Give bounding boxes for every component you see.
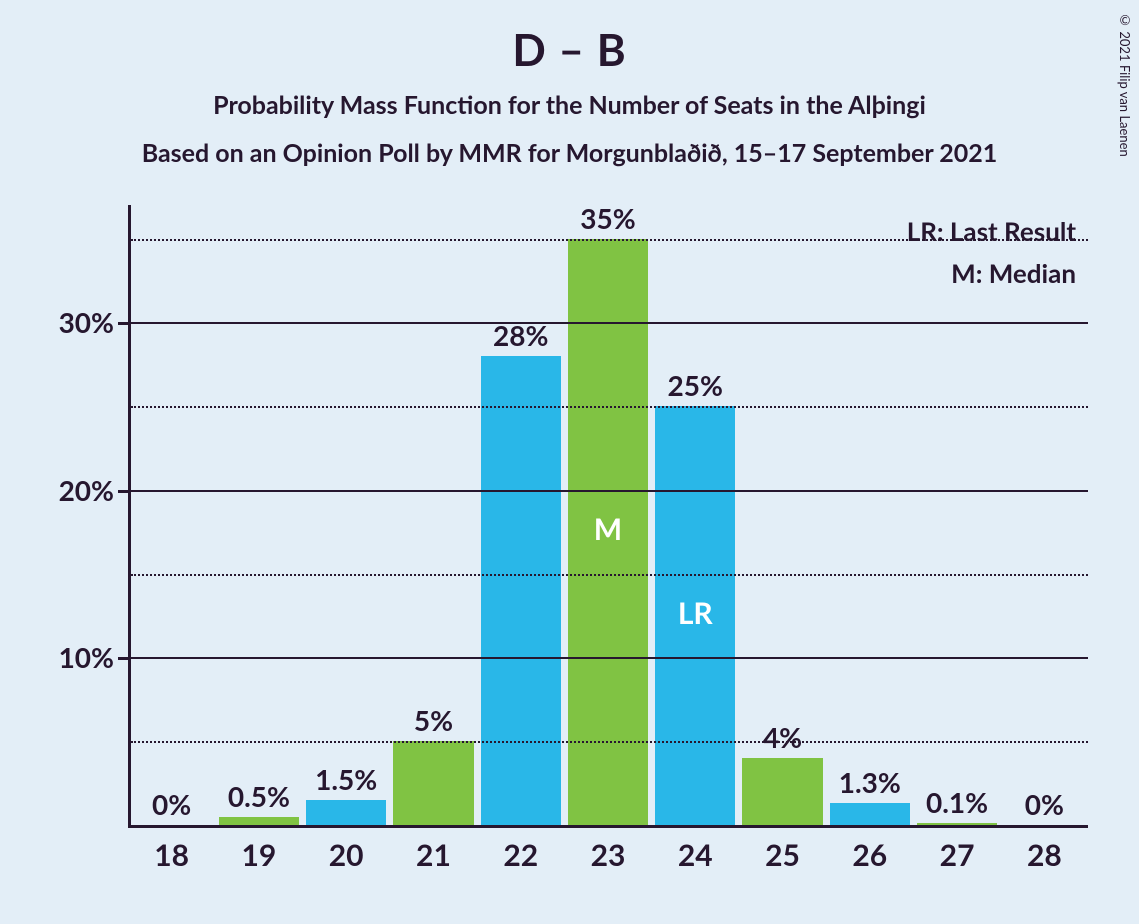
- x-axis-label: 19: [216, 837, 302, 873]
- y-tick: [118, 490, 131, 493]
- y-axis-label: 30%: [48, 305, 114, 339]
- x-axis-label: 23: [565, 837, 651, 873]
- x-axis-label: 21: [390, 837, 476, 873]
- y-tick: [118, 322, 131, 325]
- bar-inner-label: LR: [655, 595, 735, 631]
- legend-lr: LR: Last Result: [907, 215, 1076, 247]
- bar: 0.1%: [917, 823, 997, 825]
- plot-region: LR: Last Result M: Median 0%0.5%1.5%5%28…: [128, 205, 1088, 825]
- x-axis: [128, 825, 1088, 828]
- x-axis-label: 20: [303, 837, 389, 873]
- bar: 25%LR: [655, 406, 735, 825]
- title-block: D – B Probability Mass Function for the …: [0, 0, 1139, 168]
- y-axis-label: 10%: [48, 640, 114, 674]
- bar-value-label: 4%: [742, 720, 822, 758]
- gridline-major: [131, 657, 1088, 659]
- chart-area: LR: Last Result M: Median 0%0.5%1.5%5%28…: [48, 205, 1108, 905]
- bar-value-label: 35%: [568, 201, 648, 239]
- x-axis-label: 18: [129, 837, 215, 873]
- bar: 35%M: [568, 239, 648, 825]
- bar: 4%: [742, 758, 822, 825]
- bar-value-label: 5%: [393, 703, 473, 741]
- gridline-minor: [131, 406, 1088, 408]
- chart-subtitle-1: Probability Mass Function for the Number…: [0, 90, 1139, 120]
- x-axis-label: 28: [1001, 837, 1087, 873]
- x-axis-label: 22: [478, 837, 564, 873]
- legend-m: M: Median: [907, 257, 1076, 289]
- bar: 5%: [393, 741, 473, 825]
- x-axis-label: 25: [740, 837, 826, 873]
- bar: 28%: [481, 356, 561, 825]
- chart-title: D – B: [0, 24, 1139, 76]
- bar: 1.5%: [306, 800, 386, 825]
- bar: 1.3%: [830, 803, 910, 825]
- gridline-minor: [131, 239, 1088, 241]
- y-axis-label: 20%: [48, 473, 114, 507]
- legend: LR: Last Result M: Median: [907, 215, 1076, 299]
- x-axis-label: 24: [652, 837, 738, 873]
- bar-value-label: 1.5%: [306, 762, 386, 800]
- bar-inner-label: M: [568, 511, 648, 547]
- bar-value-label: 0.1%: [917, 785, 997, 823]
- gridline-major: [131, 322, 1088, 324]
- gridline-minor: [131, 741, 1088, 743]
- x-axis-label: 26: [827, 837, 913, 873]
- copyright-text: © 2021 Filip van Laenen: [1117, 12, 1133, 157]
- bar-value-label: 0%: [131, 787, 211, 825]
- bar-value-label: 25%: [655, 368, 735, 406]
- gridline-minor: [131, 574, 1088, 576]
- gridline-major: [131, 490, 1088, 492]
- x-axis-label: 27: [914, 837, 1000, 873]
- y-tick: [118, 657, 131, 660]
- chart-subtitle-2: Based on an Opinion Poll by MMR for Morg…: [0, 138, 1139, 168]
- bar-value-label: 0%: [1004, 787, 1084, 825]
- bar: 0.5%: [219, 817, 299, 825]
- bar-value-label: 1.3%: [830, 765, 910, 803]
- bar-value-label: 0.5%: [219, 779, 299, 817]
